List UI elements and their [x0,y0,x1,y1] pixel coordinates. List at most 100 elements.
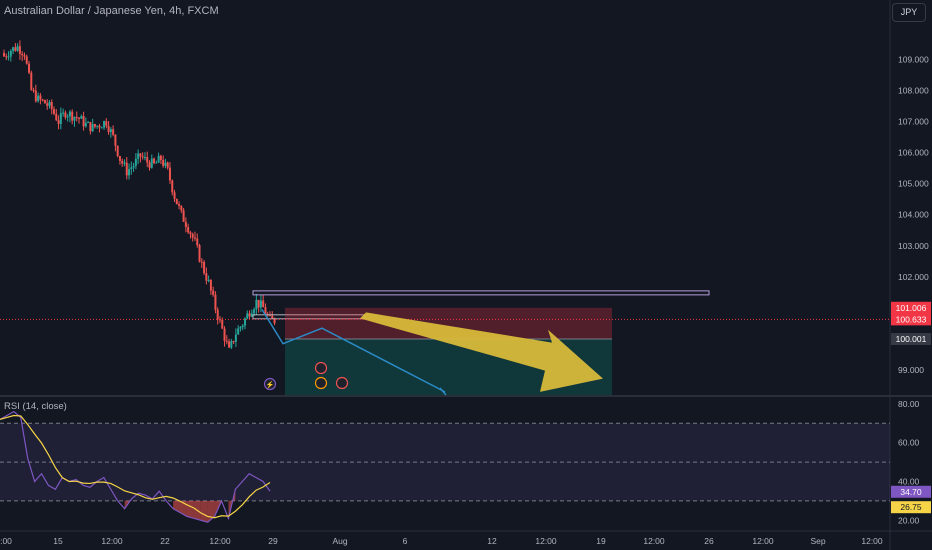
candle-body [112,129,115,135]
candle-body [7,56,10,58]
candle-body [255,299,258,310]
price-tick-label: 99.000 [898,365,924,375]
candle-body [180,205,183,211]
candle-body [66,116,69,118]
flag-icon-2 [335,376,349,390]
rsi-oversold-fill [180,500,187,517]
rsi-oversold-fill [200,500,208,523]
candle-body [32,89,35,91]
price-label-text: 100.001 [896,334,927,344]
rsi-tick-label: 60.00 [898,438,920,448]
candle-body [214,294,217,310]
candle-body [59,113,62,124]
candle-body [216,309,219,320]
time-tick-label: 26 [704,536,714,546]
rsi-tick-label: 20.00 [898,515,920,525]
time-tick-label: 29 [268,536,278,546]
candle-body [118,156,121,161]
candle-body [184,221,187,228]
candle-body [28,63,31,73]
candle-body [50,102,53,110]
candle-body [5,56,8,58]
candle-body [196,238,199,246]
price-tick-label: 108.000 [898,85,929,95]
price-tick-label: 109.000 [898,54,929,64]
candle-body [239,327,242,329]
candle-body [168,167,171,181]
candle-body [271,315,274,319]
candle-body [225,340,228,342]
time-tick-label: 15 [53,536,63,546]
time-tick-label: 12:00 [861,536,883,546]
symbol-title: Australian Dollar / Japanese Yen, 4h, FX… [4,5,219,17]
candle-body [62,112,65,114]
currency-button[interactable]: JPY [892,3,926,22]
candle-body [159,155,162,160]
candle-body [130,167,133,170]
candle-body [121,160,124,164]
candle-body [257,299,260,308]
candle-body [237,328,240,335]
price-tick-label: 103.000 [898,241,929,251]
projected-path [261,309,446,393]
candle-body [98,125,101,128]
rsi-oversold-fill [186,500,194,519]
candle-body [21,53,24,56]
candle-body [253,309,256,314]
candle-body [55,113,58,121]
time-tick-label: :00 [0,536,12,546]
candle-body [73,116,76,121]
candle-body [164,162,167,166]
candle-body [198,245,201,262]
candle-body [82,116,85,127]
candle-body [246,313,249,319]
candle-body [248,313,251,317]
candle-body [166,162,169,168]
projected-path-arrowhead [439,387,447,396]
candle-body [105,121,108,126]
rsi-value-text: 34.70 [900,487,922,497]
candle-body [137,153,140,159]
candle-body [78,117,81,119]
candle-body [243,318,246,326]
candle-body [193,237,196,239]
price-label-text: 100.633 [896,314,927,324]
price-label-badge [891,313,931,326]
candle-body [269,314,271,316]
time-tick-label: 22 [160,536,170,546]
candle-body [80,116,83,119]
candle-body [14,47,17,51]
rsi-value-badge [891,485,931,498]
candle-body [107,125,110,132]
candle-body [128,169,131,176]
candle-body [175,198,178,205]
candle-body [157,155,160,163]
candle-body [234,334,237,342]
candle-body [173,192,176,199]
candle-body [91,124,94,132]
candle-body [207,279,210,281]
time-tick-label: 12:00 [535,536,557,546]
time-tick-label: 12:00 [209,536,231,546]
candle-body [241,325,244,328]
rsi-tick-label: 80.00 [898,399,920,409]
time-tick-label: 12:00 [752,536,774,546]
candle-body [209,279,212,291]
candle-body [143,157,146,159]
candle-body [273,318,276,324]
time-tick-label: Aug [332,536,347,546]
candle-body [212,290,215,295]
candle-body [53,109,56,114]
candle-body [132,165,135,168]
candle-body [30,72,33,90]
event-icon [314,376,328,390]
candle-body [200,261,203,263]
candle-body [114,134,117,146]
rsi-tick-label: 40.00 [898,476,920,486]
candle-body [89,122,92,132]
price-tick-label: 102.000 [898,272,929,282]
time-tick-label: 12:00 [643,536,665,546]
price-tick-label: 104.000 [898,210,929,220]
candle-body [250,313,253,317]
